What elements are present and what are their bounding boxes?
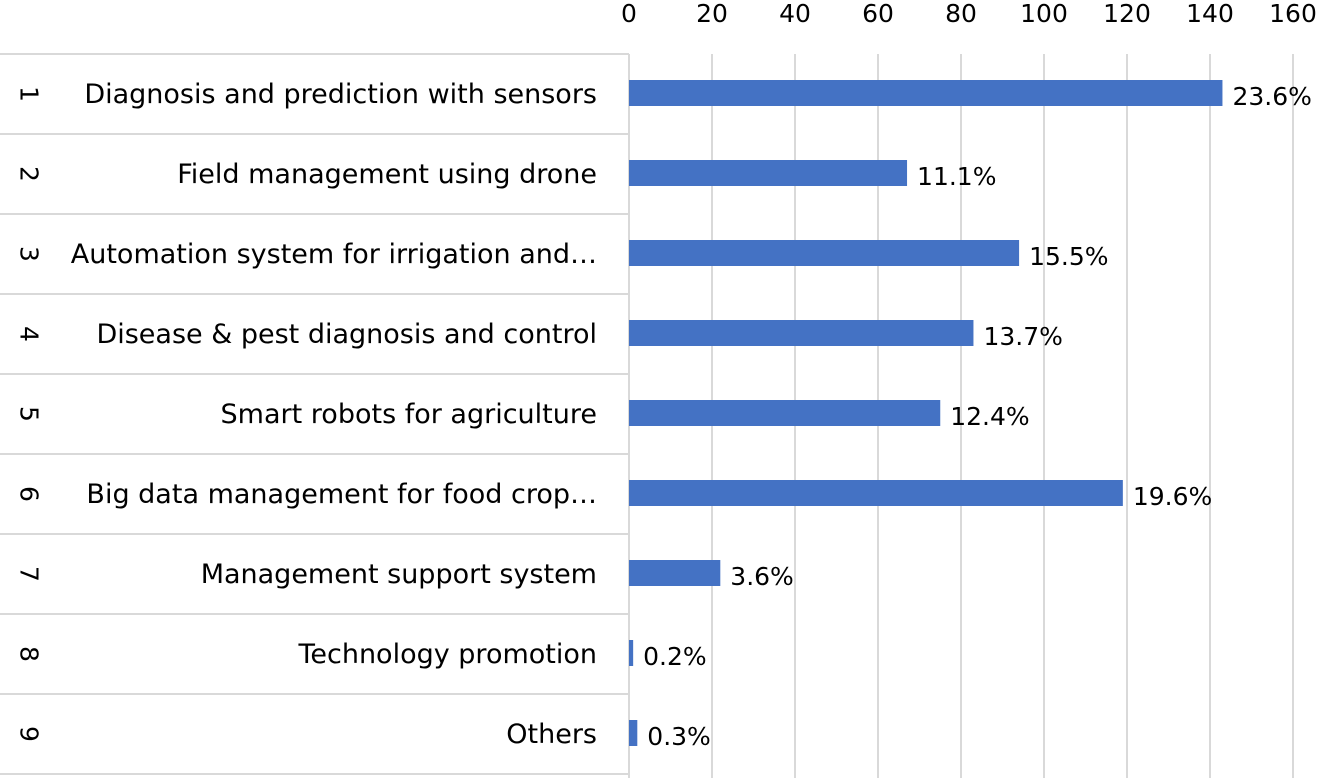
group-number-label: 4: [15, 326, 44, 342]
group-number-label: 1: [15, 86, 44, 102]
data-label: 3.6%: [730, 562, 794, 591]
bar: [629, 320, 974, 346]
data-label: 11.1%: [917, 162, 996, 191]
category-label: Diagnosis and prediction with sensors: [84, 79, 597, 110]
bar: [629, 480, 1123, 506]
bar: [629, 160, 908, 186]
group-number-label: 9: [15, 726, 44, 742]
category-label: Others: [506, 719, 597, 750]
category-label: Technology promotion: [297, 639, 597, 670]
category-label: Big data management for food crop…: [86, 479, 597, 510]
data-label: 12.4%: [950, 402, 1029, 431]
bar: [629, 640, 634, 666]
x-tick-label-80: 80: [945, 0, 977, 28]
bar: [629, 560, 721, 586]
bar: [629, 400, 941, 426]
group-number-label: 6: [15, 486, 44, 502]
group-number-label: 8: [15, 646, 44, 662]
x-tick-label-120: 120: [1103, 0, 1151, 28]
x-tick-label-100: 100: [1020, 0, 1068, 28]
category-label: Management support system: [201, 559, 597, 590]
category-label: Smart robots for agriculture: [221, 399, 597, 430]
x-tick-label-140: 140: [1186, 0, 1234, 28]
group-number-label: 3: [15, 246, 44, 262]
data-label: 19.6%: [1133, 482, 1212, 511]
x-tick-label-20: 20: [696, 0, 728, 28]
data-labels: 23.6% 11.1% 15.5% 13.7% 12.4% 19.6% 3.6% 0.2% 0.…: [643, 82, 1312, 751]
data-label: 0.3%: [647, 722, 711, 751]
category-label: Disease & pest diagnosis and control: [96, 319, 597, 350]
category-label: Field management using drone: [177, 159, 597, 190]
bar: [629, 80, 1223, 106]
category-label: Automation system for irrigation and…: [71, 239, 597, 270]
data-label: 15.5%: [1029, 242, 1108, 271]
x-tick-label-40: 40: [779, 0, 811, 28]
bars: [629, 80, 1223, 746]
x-axis-ticks: 0 20 40 60 80 100 120 140 160: [621, 0, 1317, 28]
data-label: 13.7%: [983, 322, 1062, 351]
bar: [629, 240, 1020, 266]
data-label: 23.6%: [1232, 82, 1311, 111]
category-table: 1 Diagnosis and prediction with sensors 2 F…: [0, 53, 630, 778]
group-number-label: 2: [15, 166, 44, 182]
bar: [629, 720, 638, 746]
x-tick-label-0: 0: [621, 0, 637, 28]
data-label: 0.2%: [643, 642, 707, 671]
group-number-label: 5: [15, 406, 44, 422]
group-number-label: 7: [15, 566, 44, 582]
x-tick-label-160: 160: [1269, 0, 1317, 28]
x-tick-label-60: 60: [862, 0, 894, 28]
